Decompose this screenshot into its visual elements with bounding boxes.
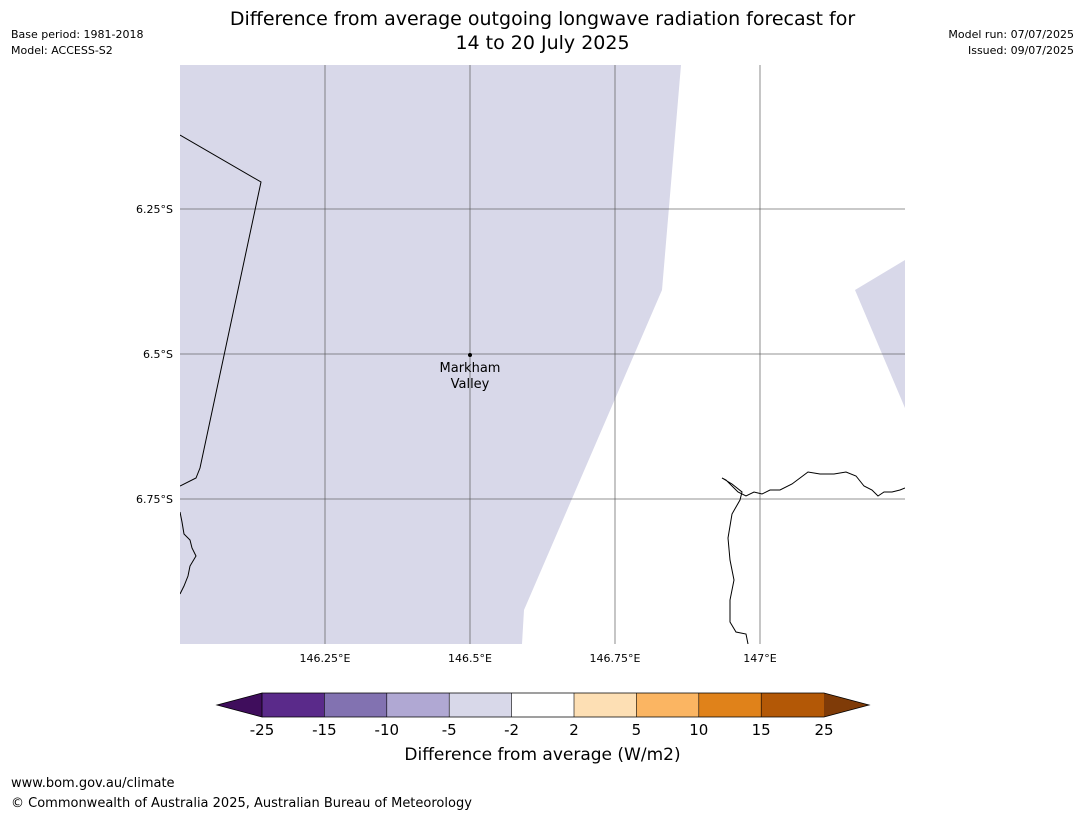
footer-url[interactable]: www.bom.gov.au/climate [11,776,175,791]
colorbar-tick: -10 [375,721,400,739]
colorbar-tick: 10 [689,721,708,739]
model-name: Model: ACCESS-S2 [11,44,113,57]
colorbar-segment [386,693,450,717]
lon-label: 146.75°E [590,652,641,665]
colorbar-segment [636,693,699,717]
colorbar-tick: 25 [814,721,833,739]
lon-label: 146.25°E [300,652,351,665]
place-label-line-2: Valley [451,377,490,392]
meta-left: Base period: 1981-2018 Model: ACCESS-S2 [11,27,143,59]
colorbar-tick: 5 [632,721,642,739]
colorbar-tick: -5 [442,721,457,739]
colorbar-segment [574,693,637,717]
coastline-west [180,511,197,595]
title-line-1: Difference from average outgoing longwav… [229,8,856,30]
footer: www.bom.gov.au/climate © Commonwealth of… [11,774,472,814]
colorbar-tick: 15 [752,721,771,739]
meta-right: Model run: 07/07/2025 Issued: 09/07/2025 [948,27,1074,59]
coastline-huon [721,471,905,644]
colorbar-segment [324,693,387,717]
colorbar-min-extend [217,693,262,717]
lat-label: 6.5°S [143,348,173,361]
colorbar-tick: -25 [250,721,275,739]
colorbar-segment [511,693,574,717]
colorbar-segment [698,693,762,717]
anomaly-region-east [855,260,905,408]
graticule [180,65,905,644]
lat-label: 6.25°S [136,203,173,216]
footer-copyright: © Commonwealth of Australia 2025, Austra… [11,796,472,811]
colorbar-tick: -15 [312,721,337,739]
base-period: Base period: 1981-2018 [11,28,144,41]
colorbar-segment [761,693,824,717]
colorbar-tick: -2 [504,721,519,739]
colorbar-title: Difference from average (W/m2) [404,745,681,765]
colorbar-tick: 2 [569,721,579,739]
markham-valley-marker [468,353,472,357]
place-label-line-1: Markham [440,361,501,376]
lat-label: 6.75°S [136,493,173,506]
title-line-2: 14 to 20 July 2025 [455,32,630,54]
province-border [180,134,262,487]
issued-date: Issued: 09/07/2025 [967,44,1074,57]
map-title: Difference from average outgoing longwav… [0,7,1085,55]
colorbar-segment [449,693,512,717]
colorbar: -25 -15 -10 -5 -2 2 5 10 15 25 [215,692,871,739]
colorbar-max-extend [824,693,869,717]
lon-label: 146.5°E [448,652,492,665]
model-run: Model run: 07/07/2025 [948,28,1074,41]
lon-label: 147°E [743,652,776,665]
colorbar-segment [262,693,325,717]
